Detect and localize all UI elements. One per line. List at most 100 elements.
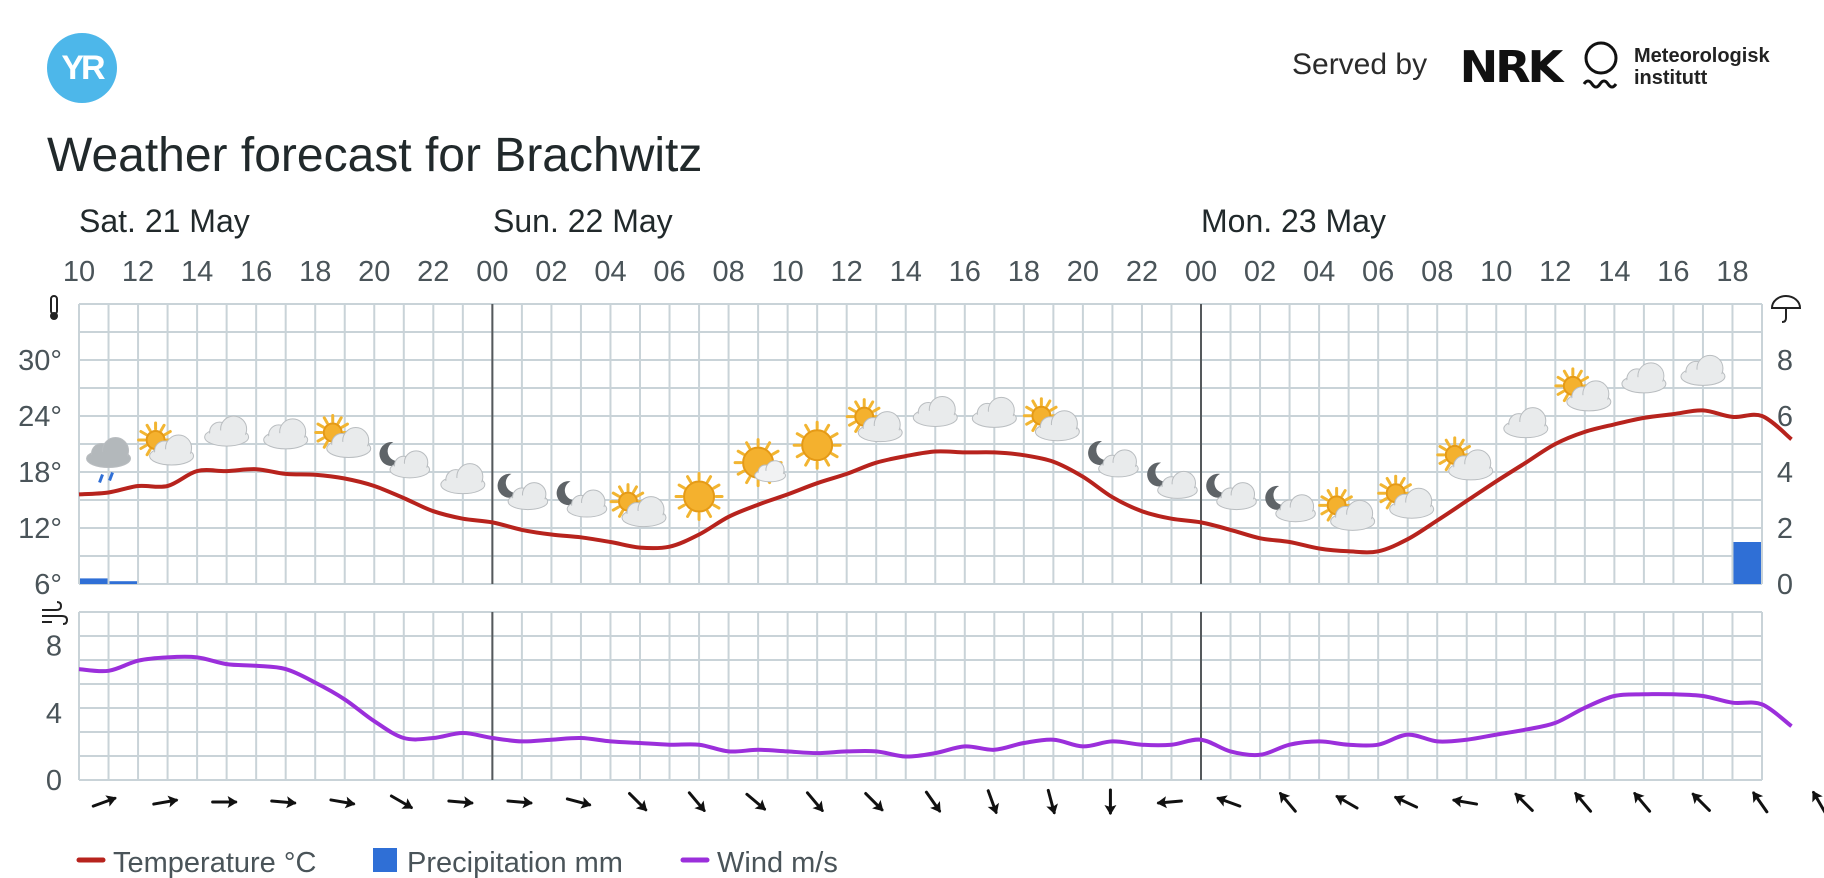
sun-ray [145, 423, 152, 432]
moon-shape [1265, 485, 1288, 510]
sun-ray [824, 423, 831, 432]
cloudy-icon [440, 463, 486, 495]
cloudy-icon [971, 396, 1017, 428]
arrow-head [1574, 792, 1586, 804]
sun-ray [847, 420, 857, 427]
cloud-fill [1218, 495, 1255, 508]
wind-arrow-icon [211, 796, 238, 808]
wind-arrow-icon [506, 796, 533, 809]
cloud-shape [149, 434, 195, 466]
hour-tick-label: 12 [831, 256, 863, 288]
partly-cloudy-night-icon [497, 473, 549, 511]
cloud-fill [88, 451, 129, 466]
partly-cloudy-day-icon [845, 398, 903, 443]
cloud-fill [756, 470, 785, 481]
partly-cloudy-day-icon [1022, 397, 1080, 442]
arrow-head [227, 796, 238, 808]
fair-day-icon [733, 438, 787, 488]
precipitation-tick-label: 6 [1777, 401, 1793, 433]
legend-label: Wind m/s [717, 847, 838, 878]
met-institute-logo[interactable]: Meteorologisk institutt [1634, 45, 1770, 89]
nrk-logo[interactable]: NRK [1459, 42, 1564, 93]
cloud-shape [440, 463, 486, 495]
sun-ray [686, 475, 693, 484]
precipitation-tick-label: 4 [1777, 457, 1793, 489]
hour-tick-label: 20 [358, 256, 390, 288]
precipitation-tick-label: 0 [1777, 569, 1793, 601]
wind-arrow-icon [1279, 792, 1297, 813]
wind-arrow-icon [1393, 795, 1419, 809]
cloud-shape [507, 482, 549, 511]
sun-ray [1556, 389, 1565, 396]
sun-ray [804, 458, 811, 467]
hour-tick-label: 04 [1303, 256, 1335, 288]
wind-arrow-icon [1216, 795, 1242, 808]
sun-ray [1403, 483, 1412, 490]
day-label: Mon. 23 May [1201, 203, 1386, 239]
hour-tick-label: 22 [417, 256, 449, 288]
sun-ray [316, 436, 325, 443]
precipitation-tick-label: 8 [1777, 345, 1793, 377]
sun-ray [795, 432, 804, 439]
hour-tick-label: 00 [476, 256, 508, 288]
cloud-shape [1330, 499, 1376, 531]
legend-item[interactable]: Temperature °C [76, 847, 316, 878]
partly-cloudy-night-icon [1265, 485, 1316, 523]
sun-ray [771, 449, 780, 456]
cloud-fill [1159, 483, 1196, 497]
hour-tick-label: 16 [1657, 256, 1689, 288]
cloud-fill [1682, 369, 1723, 384]
wind-arrow-icon [1812, 790, 1824, 814]
cloud-fill [1623, 376, 1664, 391]
hour-tick-label: 10 [1480, 256, 1512, 288]
met-line-1: Meteorologisk [1634, 45, 1770, 67]
hour-tick-label: 20 [1067, 256, 1099, 288]
wind-direction-arrows [91, 788, 1824, 815]
sun-ray [1379, 497, 1388, 504]
wind-arrow-icon [565, 796, 592, 809]
wind-icon [42, 601, 69, 625]
sun-ray [1031, 423, 1038, 432]
cloud-shape [1275, 494, 1316, 523]
yr-logo[interactable]: YR [47, 33, 117, 103]
arrow-head [105, 795, 117, 807]
moon-shape [1088, 441, 1111, 466]
precipitation-tick-label: 2 [1777, 513, 1793, 545]
temperature-tick-label: 12° [18, 513, 62, 545]
arrow-head [1216, 795, 1228, 807]
cloud-fill [265, 432, 306, 447]
sun-ray [830, 432, 839, 439]
sun-ray [1444, 462, 1451, 472]
sun-ray [736, 469, 745, 476]
wind-arrow-icon [1574, 792, 1593, 813]
cloud-fill [624, 510, 664, 525]
legend-item[interactable]: Precipitation mm [373, 847, 623, 878]
sun-ray [1049, 405, 1058, 412]
partly-cloudy-day-icon [1377, 474, 1435, 519]
legend-item[interactable]: Wind m/s [680, 847, 838, 878]
sun-ray [677, 483, 686, 490]
cloud-shape [263, 418, 309, 450]
sun-ray [611, 505, 620, 512]
sun-disc [801, 429, 834, 462]
clear-sky-day-icon [674, 472, 724, 522]
cloud-shape [1034, 410, 1080, 442]
sun-ray [1438, 458, 1447, 465]
sun-ray [1556, 375, 1565, 382]
umbrella-canopy [1770, 295, 1802, 309]
sun-ray [1458, 438, 1465, 447]
sun-ray [1379, 483, 1388, 490]
wind-tick-label: 0 [46, 765, 62, 797]
wind-arrow-icon [924, 790, 942, 813]
partly-cloudy-night-icon [1206, 473, 1257, 511]
served-by-label: Served by [1292, 48, 1428, 81]
hour-tick-label: 06 [653, 256, 685, 288]
cloud-shape [1621, 362, 1667, 394]
hour-tick-label: 16 [949, 256, 981, 288]
umbrella-handle [1781, 308, 1787, 323]
sun-ray [795, 452, 804, 459]
sun-ray [830, 452, 839, 459]
rain-drop [108, 472, 114, 482]
thermometer-stem [50, 295, 58, 315]
sun-ray [686, 509, 693, 518]
